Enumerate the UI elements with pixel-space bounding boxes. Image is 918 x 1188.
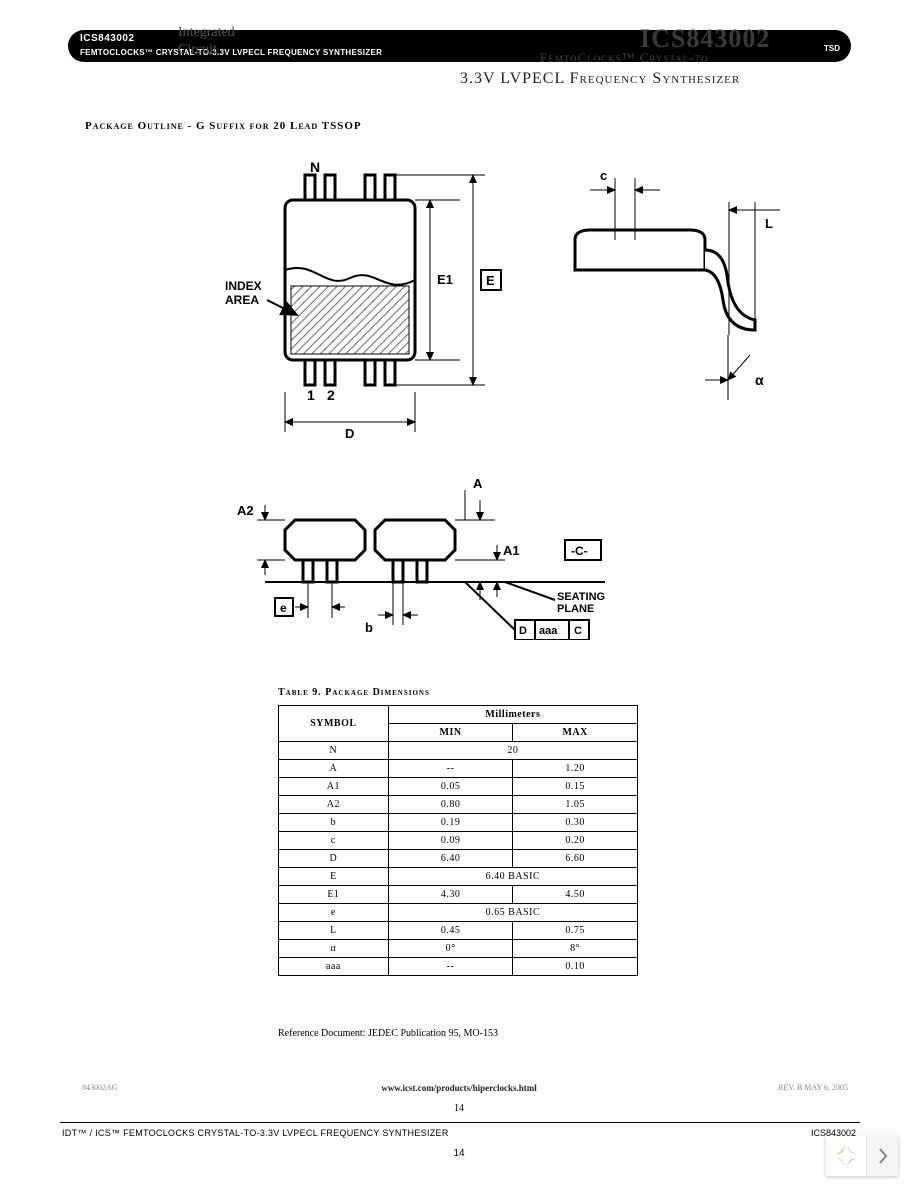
- cell-max: 0.15: [513, 778, 638, 796]
- diagram-label-seating-plane: SEATINGPLANE: [557, 591, 605, 615]
- table-row: A10.050.15: [279, 778, 638, 796]
- diagram-label-N: N: [310, 160, 320, 175]
- cell-min: 0°: [388, 940, 513, 958]
- package-outline-heading: Package Outline - G Suffix for 20 Lead T…: [85, 120, 362, 132]
- viewer-nav: [826, 1136, 898, 1176]
- cell-min: 0.45: [388, 922, 513, 940]
- cell-symbol: α: [279, 940, 389, 958]
- cell-symbol: N: [279, 742, 389, 760]
- cell-max: 8°: [513, 940, 638, 958]
- header-tsd: TSD: [824, 44, 840, 53]
- table-row: b0.190.30: [279, 814, 638, 832]
- cell-value-span: 20: [388, 742, 637, 760]
- cell-min: 4.30: [388, 886, 513, 904]
- diagram-label-E1: E1: [437, 272, 453, 287]
- table-row: D6.406.60: [279, 850, 638, 868]
- diagram-label-D: D: [345, 426, 354, 441]
- watermark-circuit: Circuit: [178, 42, 217, 58]
- table-row: A--1.20: [279, 760, 638, 778]
- diagram-label-b: b: [365, 620, 373, 635]
- cell-min: 0.80: [388, 796, 513, 814]
- cell-max: 0.10: [513, 958, 638, 976]
- cell-max: 0.20: [513, 832, 638, 850]
- title-lvpecl-line: 3.3V LVPECL Frequency Synthesizer: [460, 70, 740, 88]
- cell-value-span: 0.65 BASIC: [388, 904, 637, 922]
- package-dimensions-table: SYMBOL Millimeters MIN MAX N20A--1.20A10…: [278, 705, 638, 976]
- viewer-logo-icon: [826, 1136, 866, 1176]
- footer-rev-date: REV. B MAY 6, 2005: [778, 1083, 848, 1092]
- table-row: α0°8°: [279, 940, 638, 958]
- cell-symbol: A2: [279, 796, 389, 814]
- diagram-label-L: L: [765, 216, 773, 231]
- cell-max: 6.60: [513, 850, 638, 868]
- header-part-number: ICS843002: [80, 33, 135, 44]
- th-min: MIN: [388, 724, 513, 742]
- cell-symbol: E: [279, 868, 389, 886]
- th-symbol: SYMBOL: [279, 706, 389, 742]
- diagram-label-C-datum: -C-: [571, 544, 588, 558]
- th-millimeters: Millimeters: [388, 706, 637, 724]
- cell-max: 0.75: [513, 922, 638, 940]
- cell-min: --: [388, 760, 513, 778]
- cell-symbol: A1: [279, 778, 389, 796]
- diagram-label-2: 2: [327, 387, 335, 403]
- table-row: aaa--0.10: [279, 958, 638, 976]
- cell-symbol: e: [279, 904, 389, 922]
- reference-document: Reference Document: JEDEC Publication 95…: [278, 1028, 498, 1039]
- cell-symbol: L: [279, 922, 389, 940]
- header-subtitle: FEMTOCLOCKS™ CRYSTAL-TO-3.3V LVPECL FREQ…: [80, 48, 382, 57]
- diagram-label-A2: A2: [237, 503, 254, 518]
- next-page-button[interactable]: [866, 1136, 898, 1176]
- cell-symbol: E1: [279, 886, 389, 904]
- diagram-label-A1: A1: [503, 543, 520, 558]
- diagram-label-alpha: α: [755, 372, 764, 388]
- cell-max: 4.50: [513, 886, 638, 904]
- cell-symbol: aaa: [279, 958, 389, 976]
- cell-min: 6.40: [388, 850, 513, 868]
- table-row: E6.40 BASIC: [279, 868, 638, 886]
- footer-left-text: IDT™ / ICS™ FEMTOCLOCKS CRYSTAL-TO-3.3V …: [62, 1128, 449, 1138]
- table-row: A20.801.05: [279, 796, 638, 814]
- table-title: Table 9. Package Dimensions: [278, 687, 430, 698]
- svg-text:C: C: [574, 625, 582, 637]
- svg-text:aaa: aaa: [539, 625, 558, 637]
- th-max: MAX: [513, 724, 638, 742]
- diagram-label-index-area: INDEXAREA: [225, 279, 262, 307]
- cell-max: 1.20: [513, 760, 638, 778]
- page-number-outer: 14: [0, 1148, 918, 1159]
- svg-text:D: D: [519, 625, 527, 637]
- diagram-label-1: 1: [307, 387, 315, 403]
- cell-symbol: A: [279, 760, 389, 778]
- diagram-label-E: E: [486, 273, 495, 288]
- cell-value-span: 6.40 BASIC: [388, 868, 637, 886]
- diagram-label-e: e: [280, 601, 287, 615]
- table-row: N20: [279, 742, 638, 760]
- cell-max: 1.05: [513, 796, 638, 814]
- table-row: c0.090.20: [279, 832, 638, 850]
- cell-symbol: D: [279, 850, 389, 868]
- table-row: e0.65 BASIC: [279, 904, 638, 922]
- cell-min: 0.05: [388, 778, 513, 796]
- table-row: E14.304.50: [279, 886, 638, 904]
- diagram-label-A: A: [473, 476, 483, 491]
- package-outline-diagram: N 1 2 INDEXAREA E1 E D c L: [225, 160, 785, 640]
- diagram-label-c: c: [600, 168, 607, 183]
- cell-max: 0.30: [513, 814, 638, 832]
- footer-rule: [60, 1122, 860, 1123]
- cell-min: 0.09: [388, 832, 513, 850]
- cell-min: 0.19: [388, 814, 513, 832]
- page-number-inner: 14: [0, 1103, 918, 1114]
- cell-symbol: b: [279, 814, 389, 832]
- cell-min: --: [388, 958, 513, 976]
- table-row: L0.450.75: [279, 922, 638, 940]
- watermark-integrated: Integrated: [178, 25, 235, 41]
- cell-symbol: c: [279, 832, 389, 850]
- title-femto-line: FemtoClocks™ Crystal-to: [540, 50, 708, 66]
